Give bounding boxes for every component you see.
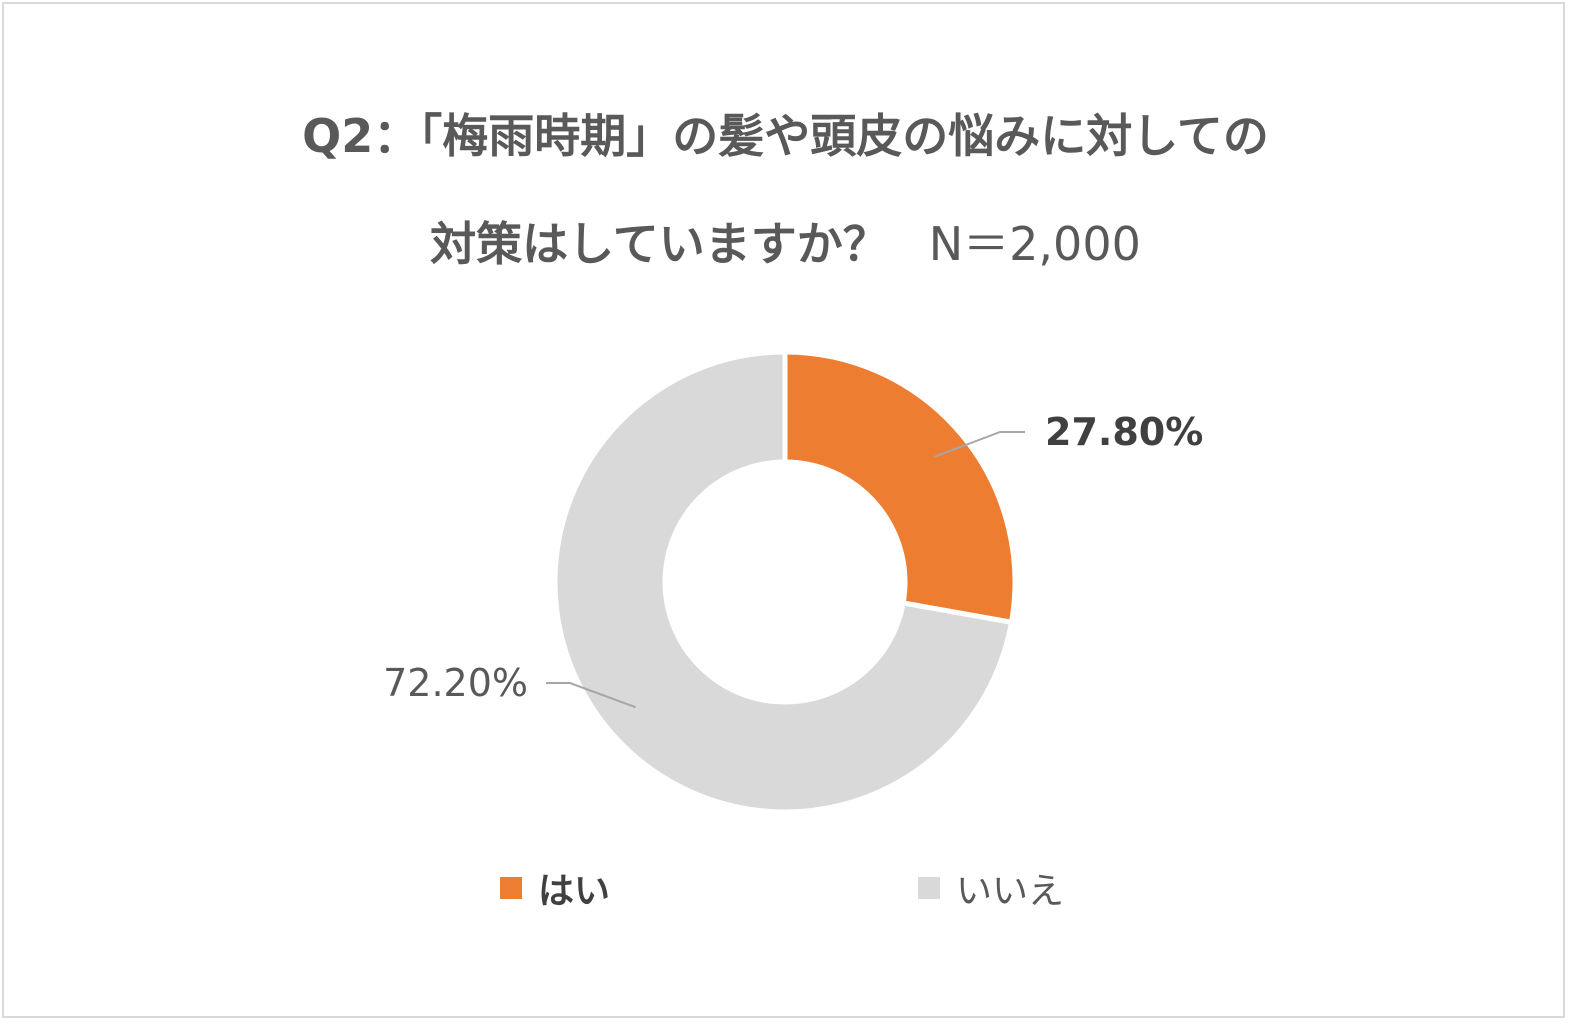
leader-line-yes bbox=[934, 431, 1025, 458]
legend-label-yes: はい bbox=[538, 871, 611, 912]
data-label-no: 72.20% bbox=[383, 661, 528, 705]
legend-label-no: いいえ bbox=[956, 871, 1065, 912]
legend-item-no: いいえ bbox=[918, 862, 1064, 914]
slice-yes bbox=[782, 349, 1018, 626]
legend-item-yes: はい bbox=[500, 862, 610, 914]
sample-size-label: N＝2,000 bbox=[928, 217, 1141, 271]
chart-title-text-2: 対策はしていますか？ bbox=[430, 217, 889, 271]
legend-swatch-yes bbox=[500, 877, 522, 899]
leader-line-no bbox=[546, 682, 636, 709]
chart-title-line1: Q2：「梅雨時期」の髪や頭皮の悩みに対しての bbox=[0, 100, 1571, 166]
slice-no bbox=[552, 349, 1015, 815]
legend-swatch-no bbox=[918, 877, 940, 899]
chart-title-text-1: Q2：「梅雨時期」の髪や頭皮の悩みに対しての bbox=[302, 109, 1269, 163]
chart-title-line2: 対策はしていますか？ N＝2,000 bbox=[0, 208, 1571, 274]
data-label-yes: 27.80% bbox=[1045, 410, 1203, 454]
